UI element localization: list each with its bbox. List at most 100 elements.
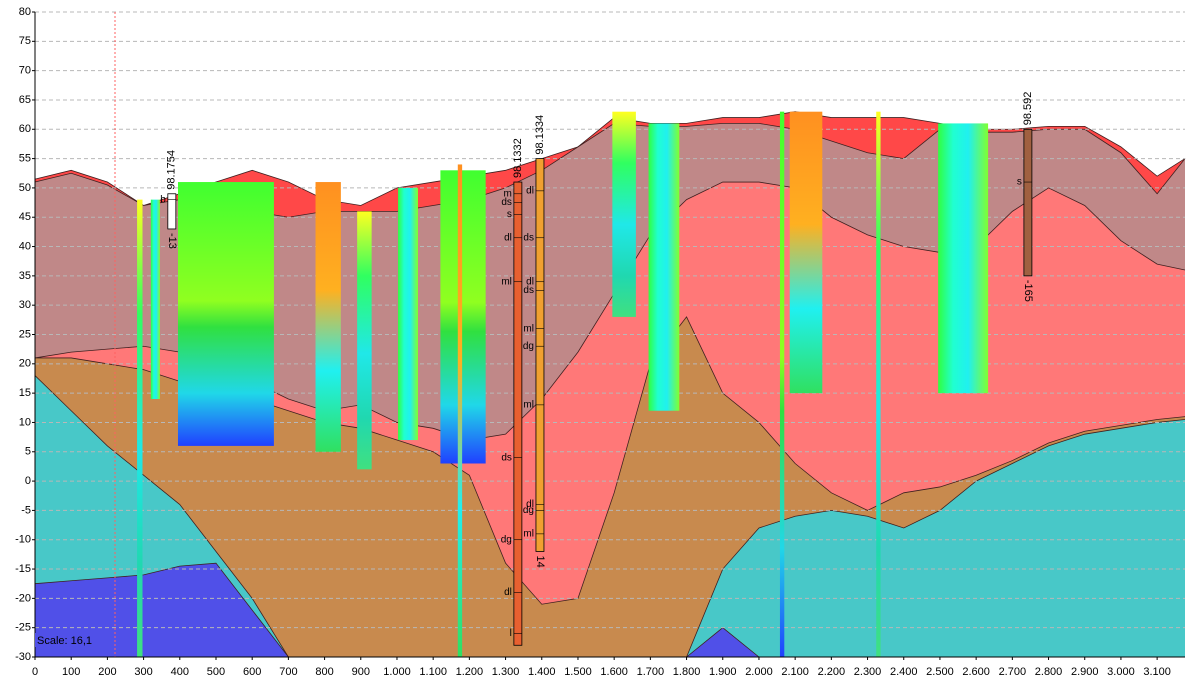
layer-code: dl [526,276,534,287]
boreholes: 98.1754-13b98.1332mdssdlmldsdgdll98.1334… [160,92,1034,646]
y-tick-label: -25 [15,622,31,634]
sounding [876,111,881,657]
x-tick-label: 2.900 [1071,666,1099,678]
y-tick-label: 45 [19,211,31,223]
x-tick-label: 200 [98,666,116,678]
sounding [612,111,636,317]
y-tick-label: -20 [15,592,31,604]
x-tick-label: 400 [171,666,189,678]
x-tick-label: 1.000 [383,666,411,678]
borehole-label: 98.1754 [166,150,178,190]
sounding [398,187,418,441]
borehole [167,193,177,230]
borehole-label: 98.592 [1022,92,1034,126]
x-tick-label: 900 [352,666,370,678]
axes: 80757065605550454035302520151050-5-10-15… [15,6,1171,678]
sounding [789,111,823,394]
y-tick-label: 10 [19,416,31,428]
layer-code: m [504,188,512,199]
layer-code: ml [523,400,534,411]
y-tick-label: 75 [19,35,31,47]
sounding [177,182,274,446]
x-tick-label: 1.400 [528,666,556,678]
sounding [315,182,341,452]
borehole-label: 98.1332 [512,138,524,178]
x-tick-label: 3.100 [1143,666,1171,678]
sounding [779,111,785,657]
borehole-bottom-label: -13 [166,233,178,249]
x-tick-label: 2.100 [781,666,809,678]
x-tick-label: 100 [62,666,80,678]
layer-code: ds [523,232,534,243]
x-tick-label: 700 [279,666,297,678]
layer-code: b [160,194,166,205]
layer-code: ds [501,452,512,463]
layer-code: s [507,209,512,220]
x-tick-label: 0 [32,666,38,678]
x-tick-label: 1.500 [564,666,592,678]
x-tick-label: 1.700 [637,666,665,678]
layer-code: dl [504,587,512,598]
y-tick-label: 0 [25,475,31,487]
layer-code: dl [526,185,534,196]
sounding [457,164,463,658]
y-tick-label: -10 [15,534,31,546]
borehole-bottom-label: -165 [1022,280,1034,302]
y-tick-label: 20 [19,358,31,370]
y-tick-label: -15 [15,563,31,575]
x-tick-label: 600 [243,666,261,678]
borehole [1023,128,1033,277]
borehole [535,158,545,552]
layer-code: dg [523,341,534,352]
x-tick-label: 1.300 [492,666,520,678]
layer-code: dl [504,232,512,243]
sounding [150,199,160,399]
x-tick-label: 1.100 [419,666,447,678]
soundings [137,111,989,658]
y-tick-label: 60 [19,123,31,135]
x-tick-label: 2.700 [999,666,1027,678]
x-tick-label: 2.600 [962,666,990,678]
scale-box [35,633,93,647]
layer-code: ds [523,285,534,296]
layer-code: dg [501,534,512,545]
y-tick-label: 50 [19,182,31,194]
x-tick-label: 1.900 [709,666,737,678]
borehole [513,181,523,646]
x-tick-label: 1.600 [600,666,628,678]
y-tick-label: 5 [25,446,31,458]
x-tick-label: 2.200 [818,666,846,678]
x-tick-label: 500 [207,666,225,678]
y-tick-label: 70 [19,65,31,77]
layer-code: dg [523,505,534,516]
sounding [938,123,989,394]
layer-code: ml [501,276,512,287]
x-tick-label: 800 [315,666,333,678]
sounding [440,170,486,464]
x-tick-label: 2.500 [926,666,954,678]
x-tick-label: 1.200 [456,666,484,678]
layer [35,563,1185,657]
y-tick-label: 55 [19,152,31,164]
borehole-bottom-label: 14 [534,555,546,567]
layer-code: l [510,628,512,639]
layer-code: ds [501,197,512,208]
borehole-label: 98.1334 [534,115,546,155]
scale-label: Scale: 16,1 [37,635,92,647]
layer [35,111,1185,218]
sounding [648,123,680,411]
x-tick-label: 300 [134,666,152,678]
sounding [357,211,372,470]
layer-code: ml [523,323,534,334]
y-tick-label: 30 [19,299,31,311]
y-tick-label: 25 [19,328,31,340]
y-tick-label: -30 [15,651,31,663]
y-tick-label: -5 [21,504,31,516]
y-tick-label: 35 [19,270,31,282]
y-tick-label: 15 [19,387,31,399]
layer [35,316,1185,657]
x-tick-label: 1.800 [673,666,701,678]
y-tick-label: 80 [19,6,31,18]
